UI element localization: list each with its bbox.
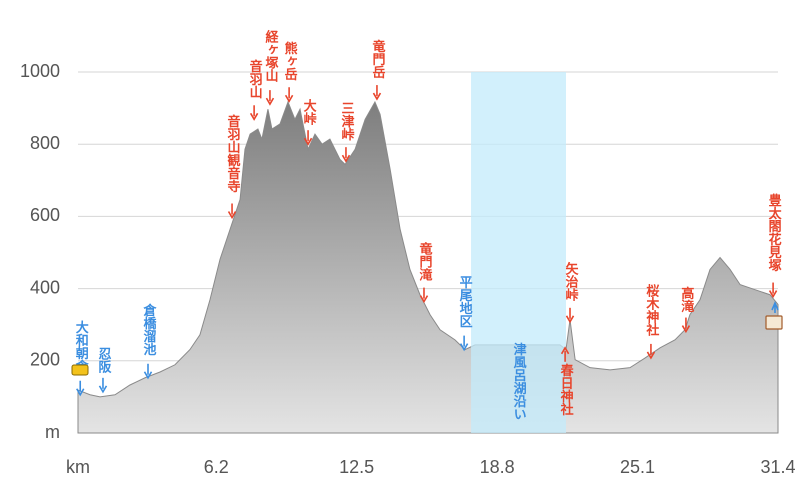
annotation-label: 春日神社 — [558, 363, 575, 416]
x-tick-label: 31.4 — [760, 457, 795, 477]
y-tick-label: 600 — [30, 205, 60, 225]
arrow-head — [265, 97, 275, 106]
arrow-head — [768, 290, 778, 299]
arrow-head — [284, 94, 294, 103]
annotation-label: 高滝 — [678, 286, 694, 314]
annotation-label: 矢治峠 — [563, 262, 579, 303]
annotation-label: 津風呂湖沿い — [511, 342, 527, 421]
y-tick-label: 1000 — [20, 61, 60, 81]
annotation-label: 竜門滝 — [416, 242, 432, 283]
y-tick-label: 200 — [30, 350, 60, 370]
arrow-head — [459, 343, 469, 352]
annotation-label: 経ヶ塚山 — [262, 30, 278, 84]
arrow-head — [646, 351, 656, 360]
annotation-label: 平尾地区 — [457, 276, 473, 329]
annotation-label: 倉橋溜池 — [141, 303, 158, 357]
x-tick-label: 6.2 — [204, 457, 229, 477]
annotation-label: 大峠 — [301, 99, 317, 127]
arrow-head — [372, 92, 382, 101]
arrow-head — [341, 154, 351, 163]
arrow-head — [681, 325, 691, 334]
y-tick-label: 800 — [30, 133, 60, 153]
x-tick-label: 25.1 — [620, 457, 655, 477]
arrow-head — [560, 346, 570, 355]
annotation-label: 忍阪 — [95, 347, 111, 374]
annotation-label: 豊太閤花見塚 — [766, 193, 783, 273]
station-icon — [71, 364, 89, 376]
annotation-label: 三津峠 — [338, 102, 354, 142]
shrine-icon — [765, 315, 783, 330]
y-tick-label: 400 — [30, 277, 60, 297]
annotation-label: 熊ヶ岳 — [282, 41, 298, 82]
x-tick-label: 12.5 — [339, 457, 374, 477]
x-tick-label: 18.8 — [480, 457, 515, 477]
annotation-label: 桜木神社 — [643, 283, 660, 336]
elevation-area — [77, 100, 779, 434]
marker-arrow — [771, 300, 779, 313]
arrow-head — [419, 295, 429, 304]
annotation-label: 音羽山 — [247, 59, 263, 100]
arrow-head — [249, 112, 259, 121]
arrow-head — [303, 137, 313, 146]
arrow-head — [565, 315, 575, 324]
arrow-head — [76, 388, 85, 397]
arrow-head — [143, 371, 153, 380]
arrow-head — [98, 385, 108, 394]
highlight-band — [471, 72, 566, 433]
annotation-label: 竜門岳 — [369, 39, 385, 80]
annotation-label: 大和朝倉 — [73, 320, 90, 374]
x-tick-label: km — [66, 457, 90, 477]
arrow-head — [227, 211, 237, 220]
y-tick-label: m — [45, 422, 60, 442]
annotation-label: 音羽山観音寺 — [225, 114, 242, 194]
